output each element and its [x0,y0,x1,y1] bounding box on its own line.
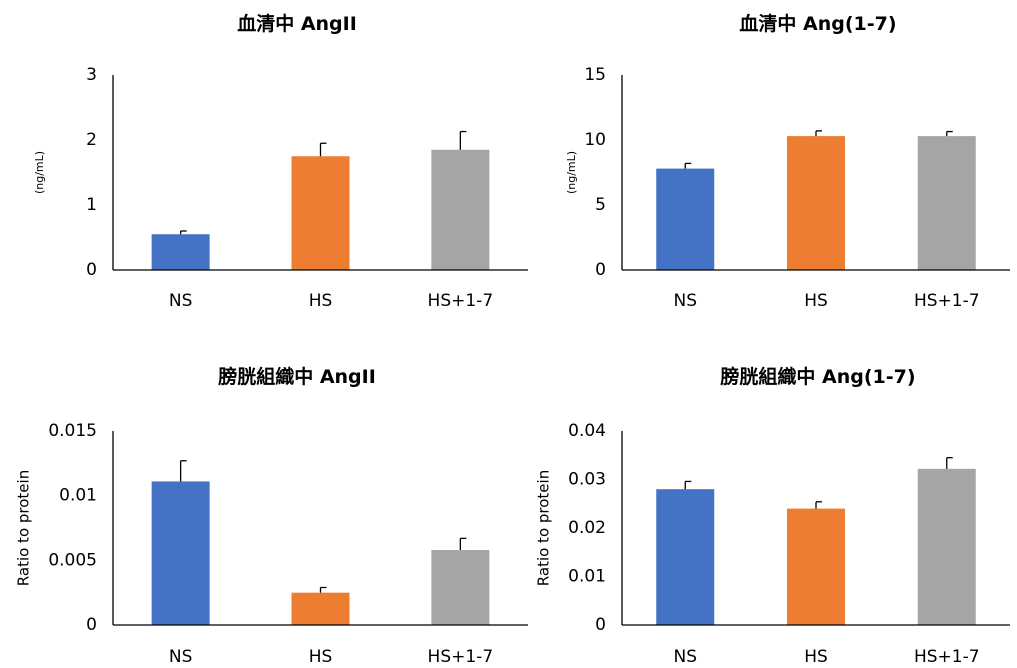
bar-ns [151,481,210,625]
x-category-label: NS [673,647,697,667]
x-category-label: NS [673,291,697,311]
x-category-label: HS+1-7 [914,291,980,311]
chart-title: 膀胱組織中 AngII [217,365,376,388]
y-tick-label: 5 [595,195,606,215]
chart-title: 血清中 Ang(1-7) [739,12,896,35]
x-category-label: NS [169,647,193,667]
y-axis-label: (ng/mL) [33,151,46,194]
bar-hs [291,156,350,270]
bar-ns [656,489,715,625]
chart-title: 膀胱組織中 Ang(1-7) [719,365,915,388]
y-tick-label: 0 [595,260,606,280]
y-tick-label: 2 [86,130,97,150]
chart-panel-bladder-angii: 膀胱組織中 AngII Ratio to protein 0 0.005 0.01 0.0… [15,365,528,667]
y-axis-label: Ratio to protein [15,470,33,586]
y-tick-label: 0 [595,615,606,635]
chart-panel-serum-ang17: 血清中 Ang(1-7) (ng/mL) 0 5 10 15 NS HS HS+1-7 [565,12,1010,311]
y-tick-label: 0.015 [48,421,97,441]
x-category-label: HS [804,647,828,667]
x-category-label: HS+1-7 [914,647,980,667]
chart-title: 血清中 AngII [237,12,357,35]
y-axis-label: (ng/mL) [565,151,578,194]
y-tick-label: 0 [86,260,97,280]
bar-ns [656,168,715,270]
x-category-label: NS [169,291,193,311]
x-category-label: HS+1-7 [428,291,494,311]
y-tick-label: 0.01 [59,486,97,506]
chart-panel-serum-angii: 血清中 AngII (ng/mL) 0 1 2 3 NS HS HS+1-7 [33,12,528,311]
bar-hs-1-7 [917,136,976,270]
bar-hs [291,592,350,625]
x-category-label: HS+1-7 [428,647,494,667]
bar-hs-1-7 [431,549,490,625]
y-axis-label: Ratio to protein [535,470,553,586]
bar-hs-1-7 [431,149,490,270]
bar-hs [787,508,845,625]
y-tick-label: 0.04 [568,421,606,441]
y-tick-label: 0.01 [568,567,606,587]
y-tick-label: 10 [584,130,606,150]
y-tick-label: 1 [86,195,97,215]
y-tick-label: 15 [584,65,606,85]
bar-hs-1-7 [917,468,976,625]
y-tick-label: 0.005 [48,550,97,570]
chart-panel-bladder-ang17: 膀胱組織中 Ang(1-7) Ratio to protein 0 0.01 0.02 0… [535,365,1010,667]
x-category-label: HS [309,647,333,667]
x-category-label: HS [309,291,333,311]
y-tick-label: 0.02 [568,518,606,538]
bar-ns [151,234,210,270]
bar-hs [787,136,845,270]
x-category-label: HS [804,291,828,311]
y-tick-label: 0.03 [568,470,606,490]
y-tick-label: 3 [86,65,97,85]
y-tick-label: 0 [86,615,97,635]
